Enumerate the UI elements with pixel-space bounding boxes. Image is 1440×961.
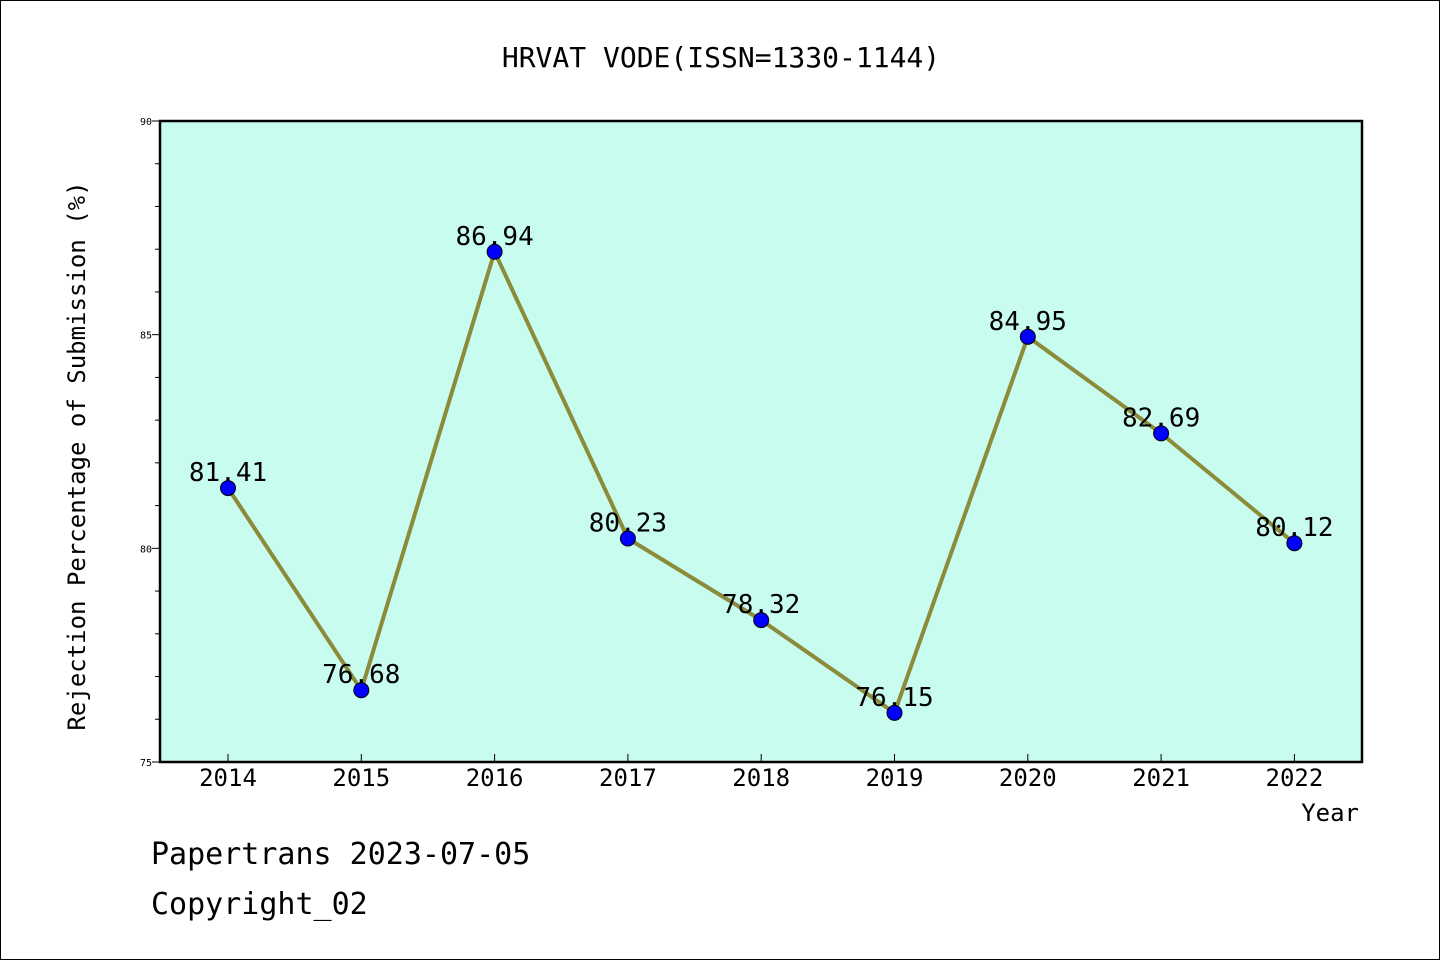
data-label: 76.68 [322,660,400,690]
data-point [753,612,770,629]
footer-date: Papertrans 2023-07-05 [151,837,530,872]
data-point [1286,535,1303,552]
y-axis: 75 80 85 90 [140,117,160,769]
y-tick-label: 75 [140,758,152,769]
x-tick-label: 2022 [1266,764,1324,792]
x-axis-label: Year [1301,799,1359,827]
data-label: 78.32 [722,590,800,620]
x-tick-label: 2021 [1132,764,1190,792]
data-point [220,480,236,497]
y-tick-label: 90 [140,117,152,128]
y-axis-label: Rejection Percentage of Submission (%) [63,181,91,730]
data-label: 86.94 [455,222,533,252]
data-point [886,704,903,721]
data-label: 80.12 [1255,513,1333,543]
data-point [1153,425,1170,442]
data-points [220,243,1303,721]
x-axis: 2014 2015 2016 2017 2018 2019 2020 2021 2022 [199,754,1323,792]
data-label: 82.69 [1122,403,1200,433]
x-tick-label: 2016 [466,764,524,792]
data-point [353,682,370,699]
data-labels: 81.41 76.68 86.94 80.23 78.32 76.15 84.95 82.69… [189,222,1334,713]
data-label: 84.95 [989,307,1067,337]
data-point [1019,328,1036,345]
data-label: 81.41 [189,458,267,488]
x-tick-label: 2020 [999,764,1057,792]
data-label: 76.15 [855,683,933,713]
y-tick-label: 85 [140,331,152,342]
chart-title: HRVAT VODE(ISSN=1330-1144) [502,41,940,74]
x-tick-label: 2018 [732,764,790,792]
footer-copyright: Copyright_02 [151,887,368,922]
data-point [619,530,636,547]
x-tick-label: 2014 [199,764,257,792]
plot-area [158,119,1364,764]
x-tick-label: 2019 [866,764,924,792]
x-tick-label: 2015 [332,764,390,792]
data-point [486,243,503,260]
data-label: 80.23 [589,509,667,539]
x-tick-label: 2017 [599,764,657,792]
y-tick-label: 80 [140,544,152,555]
